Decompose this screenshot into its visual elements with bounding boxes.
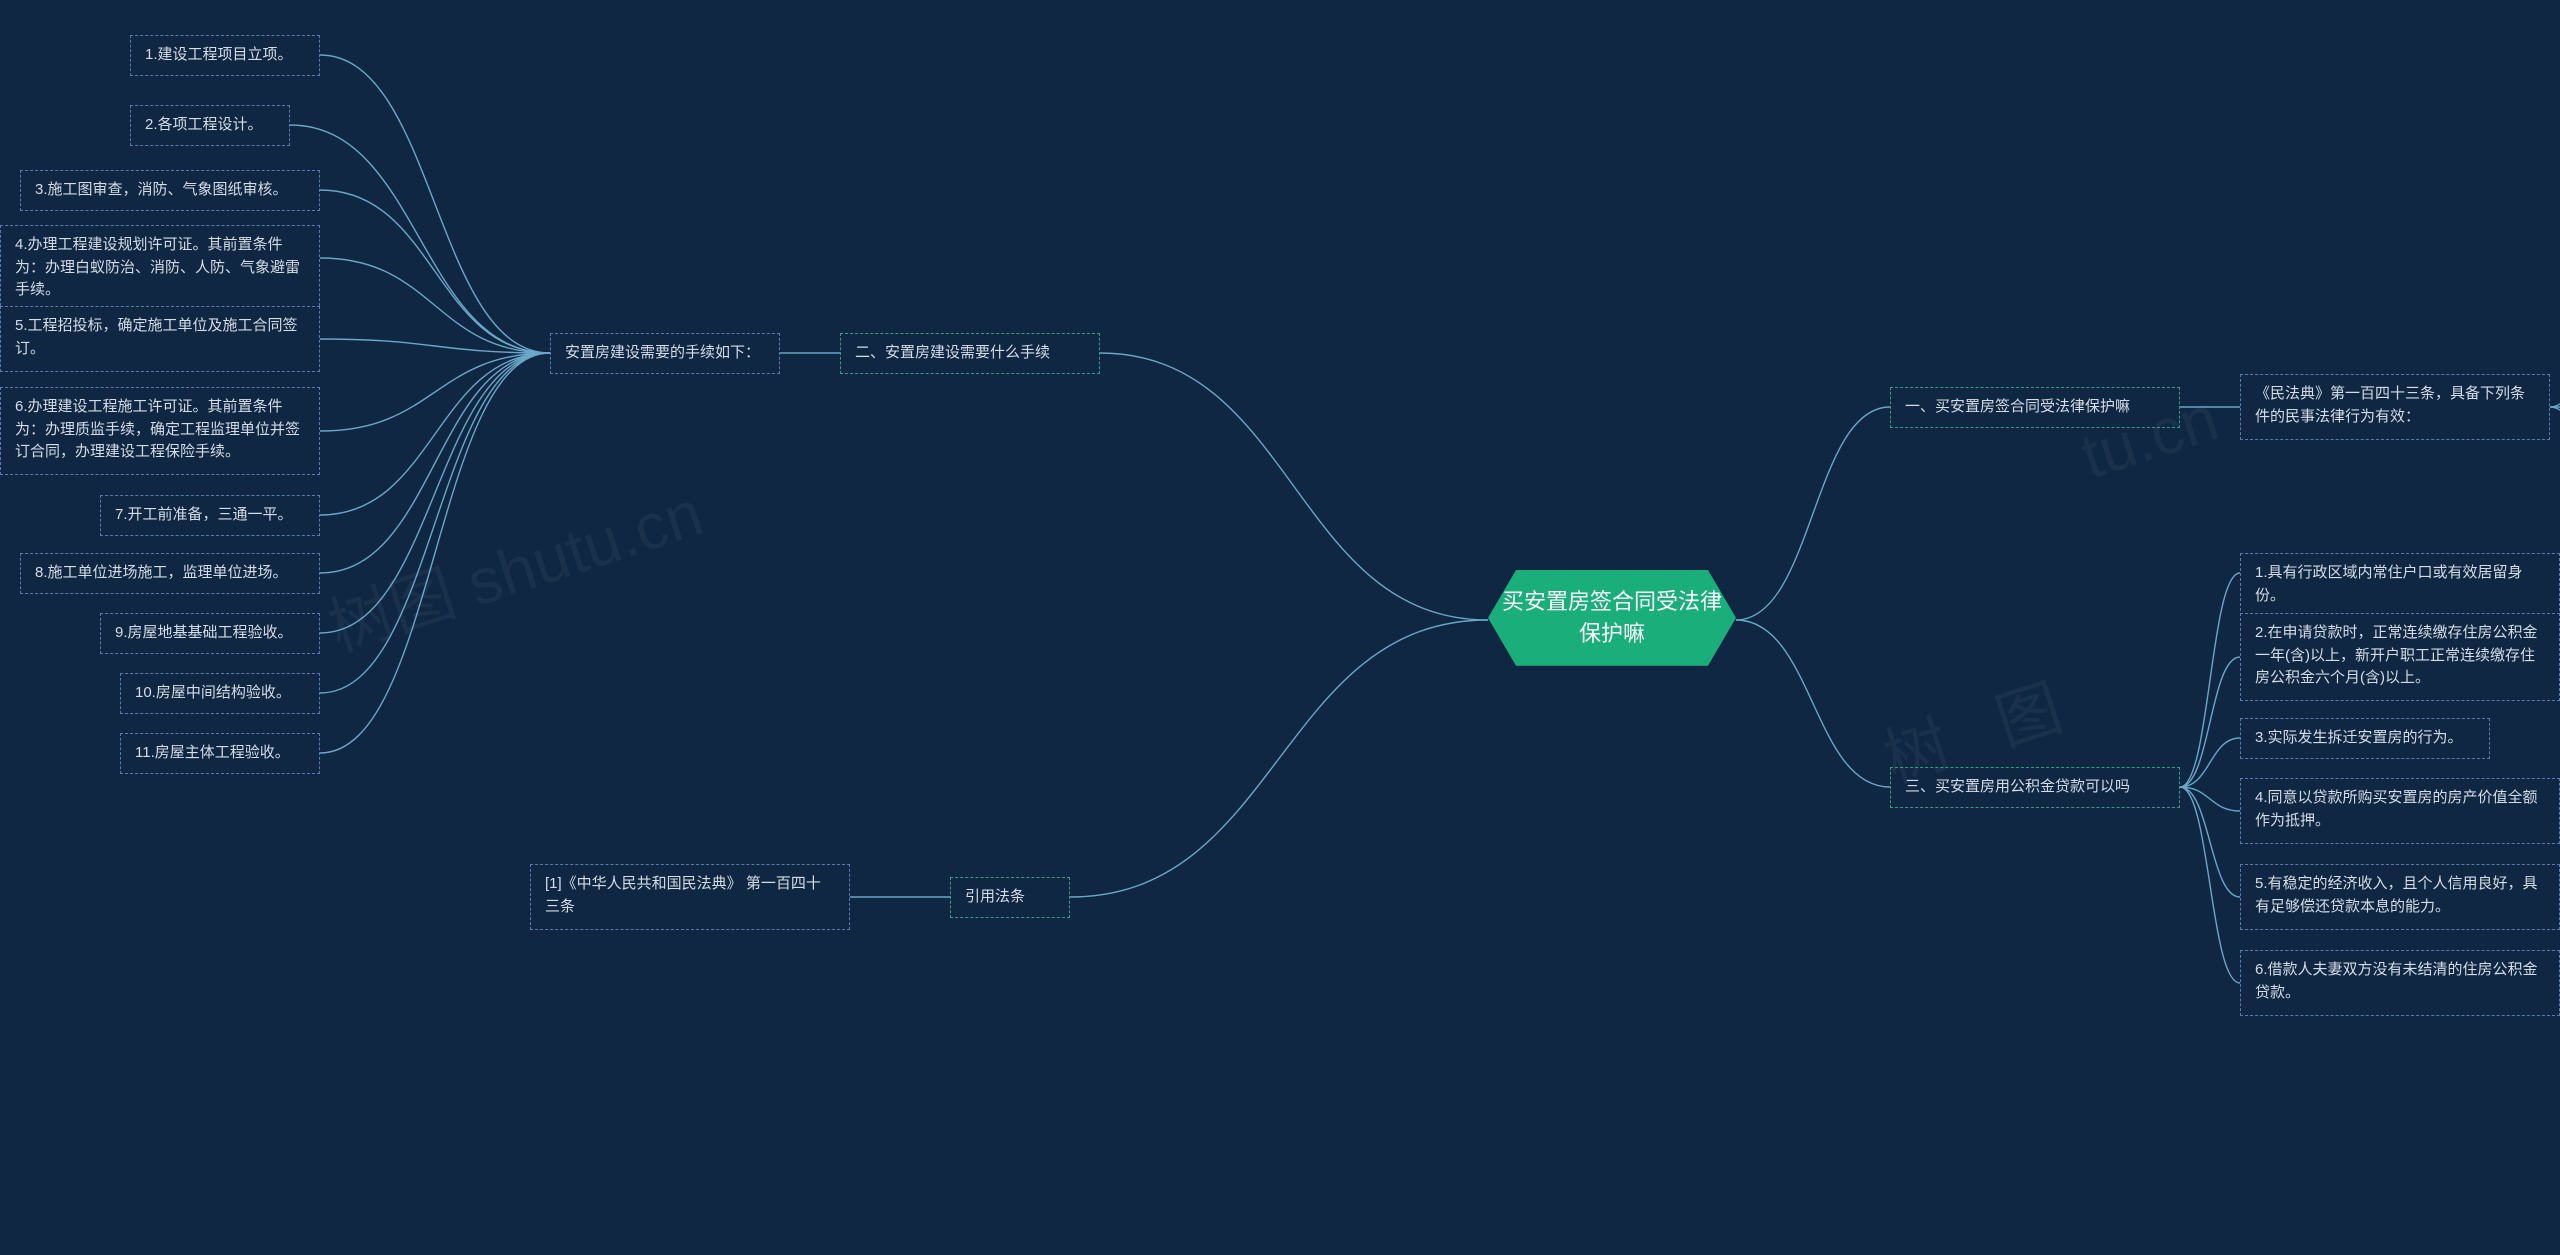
mindmap-node[interactable]: 3.实际发生拆迁安置房的行为。 bbox=[2240, 718, 2490, 759]
mindmap-node[interactable]: 三、买安置房用公积金贷款可以吗 bbox=[1890, 767, 2180, 808]
mindmap-node[interactable]: 6.办理建设工程施工许可证。其前置条件为：办理质监手续，确定工程监理单位并签订合… bbox=[0, 387, 320, 475]
node-label: 一、买安置房签合同受法律保护嘛 bbox=[1905, 398, 2130, 415]
node-label: 三、买安置房用公积金贷款可以吗 bbox=[1905, 778, 2130, 795]
mindmap-node[interactable]: 7.开工前准备，三通一平。 bbox=[100, 495, 320, 536]
node-label: 1.具有行政区域内常住户口或有效居留身份。 bbox=[2255, 564, 2523, 604]
node-label: 7.开工前准备，三通一平。 bbox=[115, 506, 293, 523]
mindmap-root[interactable]: 买安置房签合同受法律保护嘛 bbox=[1488, 570, 1736, 666]
node-label: 3.施工图审查，消防、气象图纸审核。 bbox=[35, 181, 288, 198]
mindmap-node[interactable]: 1.具有行政区域内常住户口或有效居留身份。 bbox=[2240, 553, 2560, 616]
mindmap-node[interactable]: 引用法条 bbox=[950, 877, 1070, 918]
node-label: 6.借款人夫妻双方没有未结清的住房公积金贷款。 bbox=[2255, 961, 2538, 1001]
mindmap-node[interactable]: 1.建设工程项目立项。 bbox=[130, 35, 320, 76]
mindmap-node[interactable]: 10.房屋中间结构验收。 bbox=[120, 673, 320, 714]
node-label: 安置房建设需要的手续如下： bbox=[565, 344, 760, 361]
node-label: 2.各项工程设计。 bbox=[145, 116, 263, 133]
mindmap-node[interactable]: 8.施工单位进场施工，监理单位进场。 bbox=[20, 553, 320, 594]
node-label: 11.房屋主体工程验收。 bbox=[135, 744, 290, 761]
node-label: 2.在申请贷款时，正常连续缴存住房公积金一年(含)以上，新开户职工正常连续缴存住… bbox=[2255, 624, 2538, 686]
node-label: 引用法条 bbox=[965, 888, 1025, 905]
node-label: 3.实际发生拆迁安置房的行为。 bbox=[2255, 729, 2463, 746]
root-label: 买安置房签合同受法律保护嘛 bbox=[1502, 589, 1722, 646]
node-label: 《民法典》第一百四十三条，具备下列条件的民事法律行为有效： bbox=[2255, 385, 2525, 425]
node-label: 二、安置房建设需要什么手续 bbox=[855, 344, 1050, 361]
mindmap-node[interactable]: 4.同意以贷款所购买安置房的房产价值全额作为抵押。 bbox=[2240, 778, 2560, 844]
mindmap-node[interactable]: 5.工程招投标，确定施工单位及施工合同签订。 bbox=[0, 306, 320, 372]
node-label: 10.房屋中间结构验收。 bbox=[135, 684, 291, 701]
node-label: 5.工程招投标，确定施工单位及施工合同签订。 bbox=[15, 317, 298, 357]
mindmap-node[interactable]: 4.办理工程建设规划许可证。其前置条件为：办理白蚁防治、消防、人防、气象避雷手续… bbox=[0, 225, 320, 311]
node-label: 9.房屋地基基础工程验收。 bbox=[115, 624, 293, 641]
node-label: 8.施工单位进场施工，监理单位进场。 bbox=[35, 564, 288, 581]
mindmap-node[interactable]: 2.在申请贷款时，正常连续缴存住房公积金一年(含)以上，新开户职工正常连续缴存住… bbox=[2240, 613, 2560, 701]
mindmap-node[interactable]: 11.房屋主体工程验收。 bbox=[120, 733, 320, 774]
mindmap-node[interactable]: 5.有稳定的经济收入，且个人信用良好，具有足够偿还贷款本息的能力。 bbox=[2240, 864, 2560, 930]
mindmap-node[interactable]: [1]《中华人民共和国民法典》 第一百四十三条 bbox=[530, 864, 850, 930]
mindmap-node[interactable]: 9.房屋地基基础工程验收。 bbox=[100, 613, 320, 654]
mindmap-node[interactable]: 二、安置房建设需要什么手续 bbox=[840, 333, 1100, 374]
mindmap-node[interactable]: 6.借款人夫妻双方没有未结清的住房公积金贷款。 bbox=[2240, 950, 2560, 1016]
mindmap-node[interactable]: 2.各项工程设计。 bbox=[130, 105, 290, 146]
connector-lines bbox=[0, 0, 2560, 1255]
node-label: [1]《中华人民共和国民法典》 第一百四十三条 bbox=[545, 875, 821, 915]
mindmap-node[interactable]: 3.施工图审查，消防、气象图纸审核。 bbox=[20, 170, 320, 211]
mindmap-node[interactable]: 安置房建设需要的手续如下： bbox=[550, 333, 780, 374]
node-label: 4.同意以贷款所购买安置房的房产价值全额作为抵押。 bbox=[2255, 789, 2538, 829]
mindmap-node[interactable]: 《民法典》第一百四十三条，具备下列条件的民事法律行为有效： bbox=[2240, 374, 2550, 440]
node-label: 5.有稳定的经济收入，且个人信用良好，具有足够偿还贷款本息的能力。 bbox=[2255, 875, 2538, 915]
node-label: 4.办理工程建设规划许可证。其前置条件为：办理白蚁防治、消防、人防、气象避雷手续… bbox=[15, 236, 300, 298]
node-label: 1.建设工程项目立项。 bbox=[145, 46, 293, 63]
node-label: 6.办理建设工程施工许可证。其前置条件为：办理质监手续，确定工程监理单位并签订合… bbox=[15, 398, 300, 460]
mindmap-node[interactable]: 一、买安置房签合同受法律保护嘛 bbox=[1890, 387, 2180, 428]
